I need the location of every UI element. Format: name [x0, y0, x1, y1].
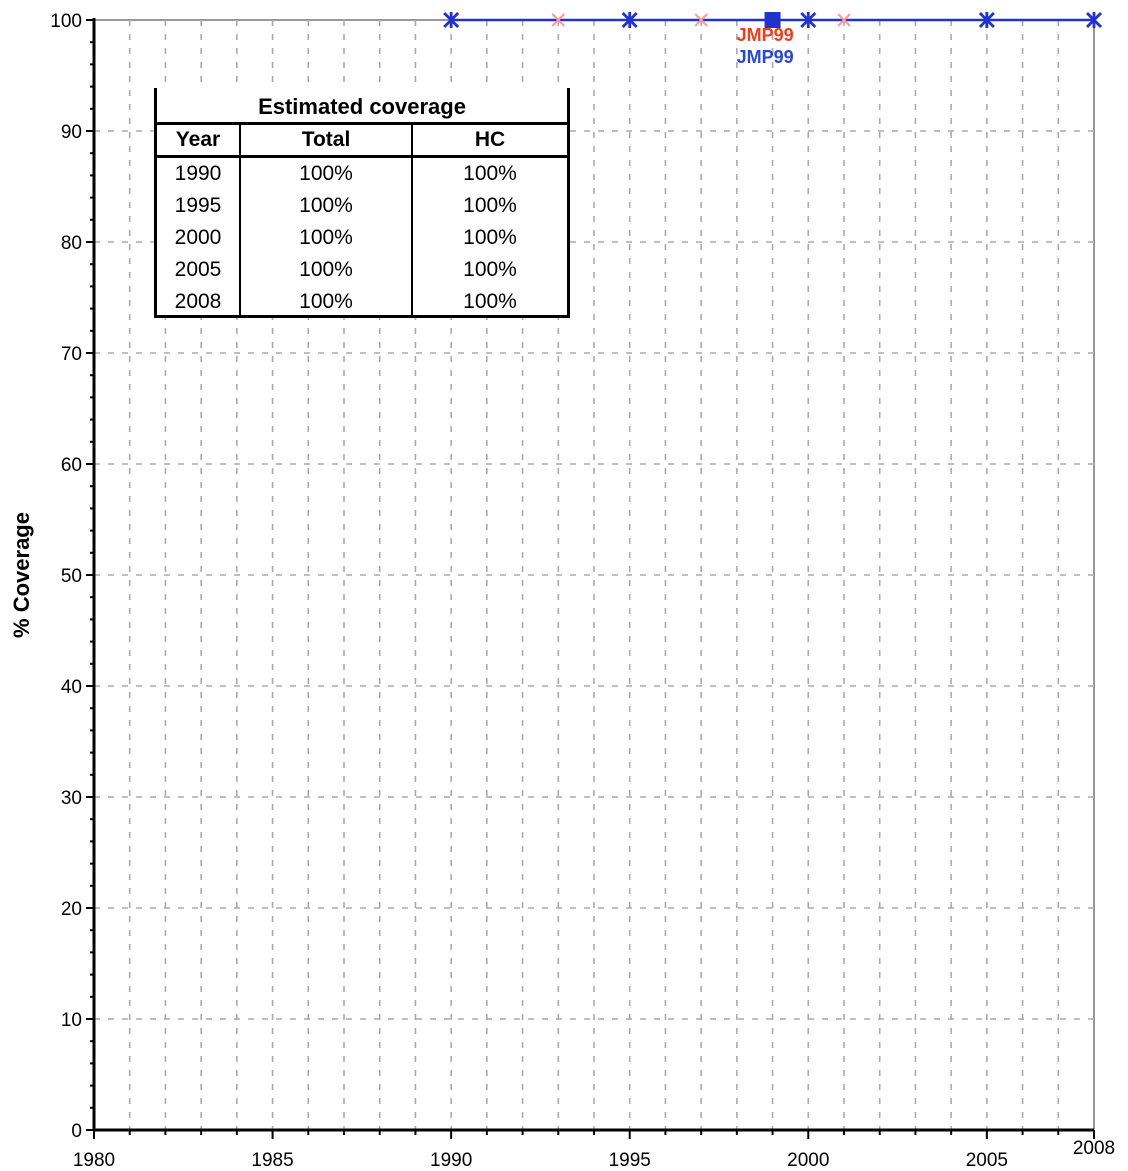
y-axis-label: % Coverage [9, 512, 34, 638]
cell-hc: 100% [463, 226, 517, 249]
point-annotation: JMP99 [737, 25, 794, 45]
y-tick-label: 60 [61, 455, 82, 476]
cell-total: 100% [241, 286, 413, 318]
y-tick-label: 0 [71, 1121, 82, 1142]
x-tick-label: 2005 [966, 1150, 1008, 1171]
point-annotation: JMP99 [737, 47, 794, 67]
data-point-square [764, 12, 781, 28]
x-tick-label: 2000 [787, 1150, 829, 1171]
y-tick-label: 100 [50, 11, 82, 32]
table-title: Estimated coverage [157, 88, 567, 125]
header-hc: HC [474, 128, 506, 151]
x-tick-label: 1980 [73, 1150, 115, 1171]
cell-year: 2005 [157, 254, 241, 286]
cell-total: 100% [241, 158, 413, 190]
data-point-asterisk [621, 12, 638, 28]
cell-year: 2000 [157, 222, 241, 254]
data-point-asterisk [978, 12, 995, 28]
y-tick-label: 40 [61, 677, 82, 698]
y-tick-label: 50 [61, 566, 82, 587]
cell-hc: 100% [463, 290, 517, 313]
table-header-row: Year Total HC [157, 125, 567, 158]
cell-year: 1990 [157, 158, 241, 190]
data-point-asterisk [1086, 12, 1102, 28]
cell-year: 1995 [157, 190, 241, 222]
data-point-x [694, 13, 708, 27]
x-tick-label: 1995 [609, 1150, 651, 1171]
y-tick-label: 80 [61, 233, 82, 254]
cell-year: 2008 [157, 286, 241, 318]
data-point-x [551, 13, 565, 27]
header-total: Total [241, 125, 413, 155]
table-row: 2005 100% 100% [157, 254, 567, 286]
coverage-table: Estimated coverage Year Total HC 1990 10… [154, 88, 570, 318]
y-tick-label: 90 [61, 122, 82, 143]
table-row: 1990 100% 100% [157, 158, 567, 190]
cell-total: 100% [241, 254, 413, 286]
cell-hc: 100% [463, 258, 517, 281]
cell-total: 100% [241, 190, 413, 222]
y-tick-label: 30 [61, 788, 82, 809]
data-point-x [837, 13, 851, 27]
table-row: 2000 100% 100% [157, 222, 567, 254]
cell-hc: 100% [463, 162, 517, 185]
table-row: 2008 100% 100% [157, 286, 567, 318]
y-tick-label: 20 [61, 899, 82, 920]
header-year: Year [157, 125, 241, 155]
y-tick-label: 70 [61, 344, 82, 365]
x-tick-label: 2008 [1073, 1138, 1115, 1159]
y-tick-label: 10 [61, 1010, 82, 1031]
x-tick-label: 1990 [430, 1150, 472, 1171]
table-row: 1995 100% 100% [157, 190, 567, 222]
data-point-asterisk [800, 12, 817, 28]
x-tick-label: 1985 [251, 1150, 293, 1171]
data-point-asterisk [443, 12, 460, 28]
cell-total: 100% [241, 222, 413, 254]
cell-hc: 100% [463, 194, 517, 217]
